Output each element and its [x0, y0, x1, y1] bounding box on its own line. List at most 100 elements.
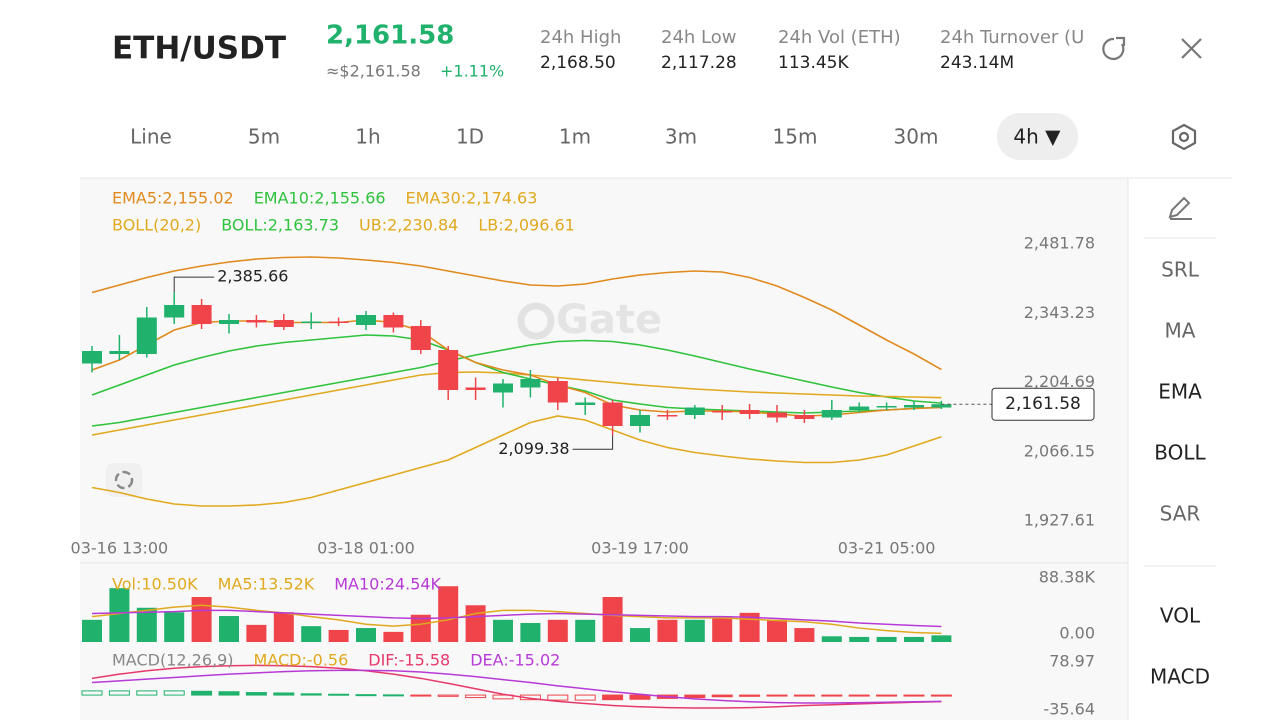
macd-bar — [821, 694, 843, 697]
watermark-text: Gate — [556, 297, 662, 343]
candle-body — [493, 383, 513, 393]
macd-bar — [684, 694, 706, 699]
volume-bar — [109, 588, 130, 642]
pair: ETH/USDT — [112, 31, 286, 67]
volume-bar — [219, 616, 239, 642]
volume-bar — [794, 628, 815, 642]
close-button[interactable] — [1181, 38, 1202, 59]
timeframe-tab[interactable]: 1D — [456, 125, 484, 149]
volume-bar — [164, 612, 185, 642]
y-tick-label: 2,066.15 — [1024, 441, 1095, 460]
macd-bar — [328, 693, 350, 696]
candle-body — [657, 415, 678, 417]
macd-bar — [547, 694, 569, 701]
indicator-button[interactable]: EMA — [1158, 380, 1202, 404]
volume-bar — [904, 636, 924, 642]
refresh-icon[interactable] — [1102, 37, 1125, 61]
indicator-line — [91, 604, 942, 635]
macd-bar — [848, 694, 870, 697]
macd-bar — [766, 694, 788, 697]
macd-bar — [739, 694, 761, 697]
draw-tool[interactable] — [1168, 196, 1192, 220]
indicator-button[interactable]: MA — [1165, 319, 1196, 343]
indicator-line — [91, 371, 942, 436]
indicator-line — [91, 664, 942, 709]
settings-icon[interactable] — [1178, 131, 1190, 143]
y-tick-label: 88.38K — [1039, 568, 1096, 587]
x-tick-label: 03-18 01:00 — [317, 539, 415, 558]
macd-bar — [382, 694, 404, 697]
volume-bar — [328, 629, 349, 642]
timeframe-tab[interactable]: 15m — [773, 125, 818, 149]
indicator-button[interactable]: SRL — [1161, 258, 1200, 282]
plot: 2,481.78 2,343.23 2,204.69 2,066.15 1,927.61… — [71, 189, 1096, 719]
macd-bar — [574, 694, 596, 701]
volume-bar — [246, 624, 267, 642]
refresh-button[interactable] — [1102, 36, 1126, 61]
candle-body — [301, 321, 322, 323]
candle-body — [82, 351, 102, 364]
candle-body — [575, 402, 596, 405]
legend-text: UB:2,230.84 — [359, 216, 458, 235]
macd-bar — [218, 691, 240, 696]
macd-bar — [629, 694, 651, 700]
macd-bar — [602, 694, 624, 701]
macd-bar — [793, 694, 815, 697]
volume-bar — [931, 635, 952, 642]
timeframe-tab[interactable]: 1h — [355, 125, 380, 149]
volume-bar — [821, 636, 842, 642]
timeframe-tab[interactable]: 4h ▼ — [1013, 125, 1061, 149]
refresh-arrow[interactable] — [1116, 36, 1126, 46]
macd-bar — [191, 690, 213, 696]
settings-icon[interactable] — [1171, 123, 1197, 151]
y-tick-label: -35.64 — [1043, 700, 1095, 719]
last-price: 2,161.58 — [326, 21, 454, 51]
legend-text: BOLL:2,163.73 — [221, 216, 339, 235]
pencil-icon[interactable] — [1168, 196, 1192, 220]
stat-label: 24h Turnover (U — [940, 27, 1084, 48]
min-label: 2,099.38 — [498, 439, 569, 458]
volume-bar — [356, 628, 376, 642]
indicator-line — [91, 334, 942, 414]
candle-body — [356, 315, 376, 325]
close-icon[interactable] — [1181, 38, 1202, 59]
macd-bar — [163, 690, 185, 696]
y-tick-label: 2,481.78 — [1024, 234, 1095, 253]
reset-button[interactable] — [106, 463, 142, 497]
y-tick-label: 0.00 — [1059, 624, 1095, 643]
settings-button[interactable] — [1171, 123, 1197, 151]
macd-bar — [465, 694, 487, 699]
indicator-button[interactable]: VOL — [1160, 604, 1201, 628]
volume-bar — [520, 622, 541, 642]
timeframe-tab[interactable]: 30m — [894, 125, 939, 149]
candle-body — [931, 404, 952, 408]
volume-bar — [602, 597, 623, 642]
x-tick-label: 03-21 05:00 — [838, 539, 936, 558]
candle-body — [794, 415, 815, 419]
volume-bar — [575, 619, 596, 642]
timeframe-tab[interactable]: Line — [130, 125, 172, 149]
timeframe-tab[interactable]: 3m — [665, 125, 697, 149]
macd-bar — [273, 692, 295, 696]
max-label: 2,385.66 — [217, 267, 288, 286]
indicator-button[interactable]: MACD — [1150, 665, 1210, 689]
macd-bar — [711, 694, 733, 698]
candle-body — [767, 412, 787, 418]
indicator-line — [91, 415, 942, 507]
indicator-button[interactable]: SAR — [1160, 502, 1201, 526]
reset-icon[interactable] — [114, 470, 134, 490]
candle-body — [739, 410, 760, 414]
macd-bar — [410, 694, 432, 697]
indicator-line — [91, 669, 942, 704]
watermark: Gate — [517, 297, 662, 343]
indicator-line — [91, 339, 942, 427]
legend-text: EMA30:2,174.63 — [406, 189, 538, 208]
candle-body — [438, 350, 459, 390]
legend-text: DEA:-15.02 — [470, 651, 560, 670]
indicator-line — [91, 256, 942, 371]
timeframe-tab[interactable]: 1m — [559, 125, 591, 149]
timeframe-tab[interactable]: 5m — [248, 125, 280, 149]
indicator-button[interactable]: BOLL — [1154, 441, 1206, 465]
volume-bar — [876, 636, 897, 642]
volume-bar — [684, 619, 705, 642]
